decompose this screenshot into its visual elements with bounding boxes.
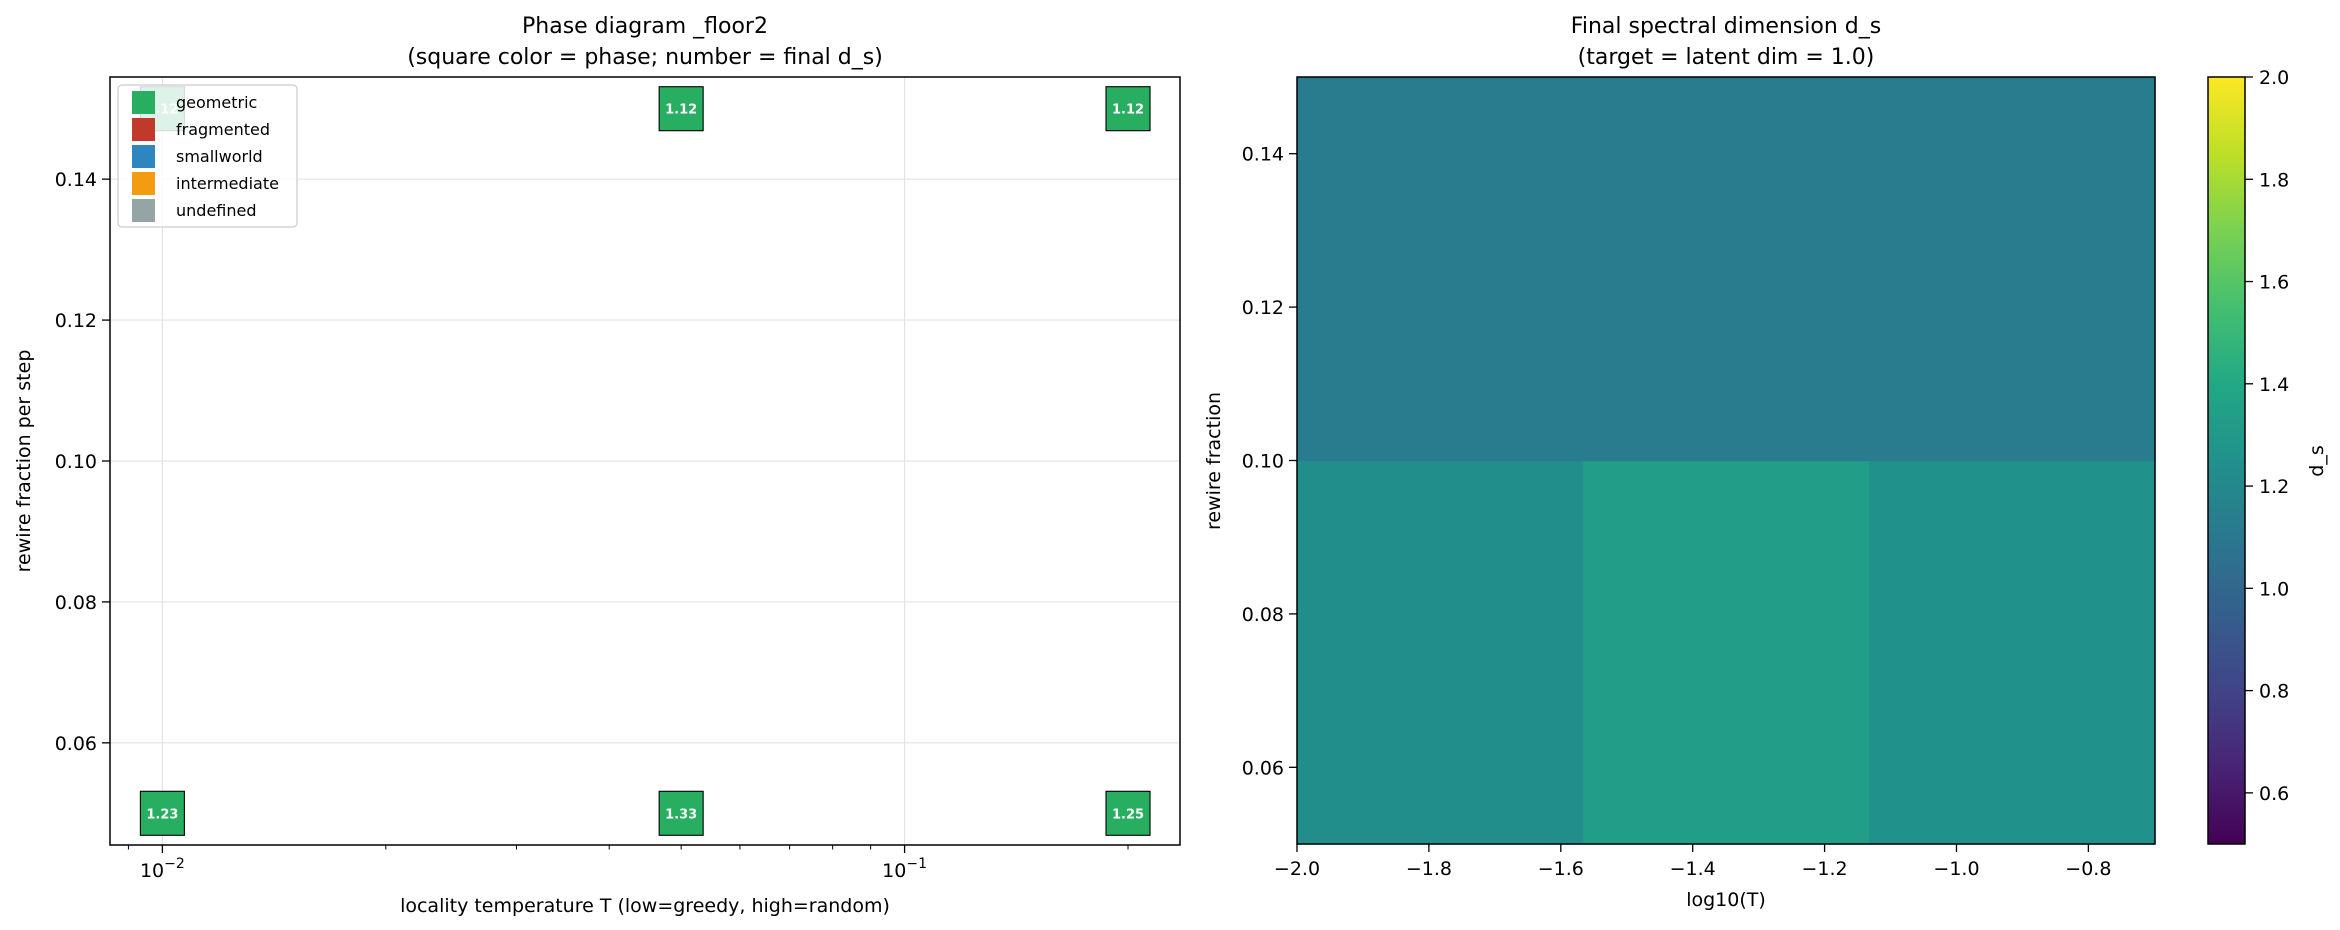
left-y-tick-label: 0.08 <box>55 592 97 614</box>
right-panel: Final spectral dimension d_s (target = l… <box>1203 14 2328 911</box>
colorbar <box>2208 77 2245 844</box>
colorbar-tick-label: 1.0 <box>2259 578 2289 600</box>
right-x-tick-label: −1.6 <box>1538 858 1584 880</box>
colorbar-tick-label: 1.2 <box>2259 476 2289 498</box>
right-y-tick-label: 0.10 <box>1242 451 1284 473</box>
right-y-tick-label: 0.08 <box>1242 604 1284 626</box>
phase-value-label: 1.23 <box>146 807 178 822</box>
colorbar-tick-label: 1.4 <box>2259 374 2289 396</box>
heatmap-cell <box>1297 460 1584 845</box>
right-y-tick-label: 0.14 <box>1242 144 1284 166</box>
left-x-tick-label: 10−1 <box>882 856 927 882</box>
heatmap-cell <box>1869 77 2156 462</box>
colorbar-tick-label: 0.6 <box>2259 783 2289 805</box>
colorbar-tick-label: 0.8 <box>2259 681 2289 703</box>
left-y-axis-label: rewire fraction per step <box>13 350 35 573</box>
left-title-line2: (square color = phase; number = final d_… <box>407 45 883 70</box>
phase-square <box>1105 790 1151 836</box>
right-title-line2: (target = latent dim = 1.0) <box>1578 45 1875 70</box>
left-y-tick-label: 0.12 <box>55 310 97 332</box>
legend-label: fragmented <box>176 120 270 139</box>
left-axis-ticks: 10−2 10−1 0.06 0.08 0.10 0.12 0.14 <box>55 169 1129 882</box>
heatmap-cell <box>1297 77 1584 462</box>
phase-square <box>139 790 185 836</box>
legend-swatch <box>132 145 155 168</box>
phase-square <box>658 86 704 132</box>
heatmap-cell <box>1583 77 1870 462</box>
phase-square <box>658 790 704 836</box>
legend-swatch <box>132 172 155 195</box>
colorbar-tick-label: 1.6 <box>2259 272 2289 294</box>
colorbar-tick-label: 1.8 <box>2259 169 2289 191</box>
right-x-tick-label: −2.0 <box>1274 858 1320 880</box>
right-y-axis-label: rewire fraction <box>1203 392 1225 530</box>
right-x-tick-label: −1.0 <box>1933 858 1979 880</box>
legend-label: intermediate <box>176 174 279 193</box>
right-title-line1: Final spectral dimension d_s <box>1571 14 1881 39</box>
right-x-tick-label: −1.8 <box>1406 858 1452 880</box>
right-x-axis-label: log10(T) <box>1686 889 1766 911</box>
colorbar-ticks: 0.6 0.8 1.0 1.2 1.4 1.6 1.8 2.0 <box>2245 67 2289 805</box>
right-x-tick-label: −1.4 <box>1670 858 1716 880</box>
right-x-tick-label: −0.8 <box>2065 858 2111 880</box>
left-y-tick-label: 0.14 <box>55 169 97 191</box>
left-y-tick-label: 0.10 <box>55 451 97 473</box>
legend-label: smallworld <box>176 147 263 166</box>
legend-swatch <box>132 199 155 222</box>
legend-swatch <box>132 118 155 141</box>
heatmap-cells <box>1297 77 2156 845</box>
left-panel: Phase diagram _floor2 (square color = ph… <box>13 14 1181 917</box>
legend-box <box>117 84 298 228</box>
right-x-tick-label: −1.2 <box>1802 858 1848 880</box>
legend-label: undefined <box>176 201 257 220</box>
left-legend: geometric fragmented smallworld intermediat… <box>117 84 298 228</box>
right-y-tick-label: 0.06 <box>1242 757 1284 779</box>
left-y-tick-label: 0.06 <box>55 733 97 755</box>
right-y-tick-label: 0.12 <box>1242 297 1284 319</box>
legend-label: geometric <box>176 93 257 112</box>
colorbar-frame <box>2207 76 2246 845</box>
phase-value-label: 1.33 <box>665 807 697 822</box>
left-axes-frame <box>109 76 1181 846</box>
phase-square <box>1105 86 1151 132</box>
colorbar-label: d_s <box>2306 445 2328 476</box>
phase-value-label: 1.12 <box>1112 103 1144 118</box>
legend-swatch <box>132 91 155 114</box>
right-axis-ticks: −2.0 −1.8 −1.6 −1.4 −1.2 −1.0 −0.8 0.06 0.08 0.10… <box>1242 144 2112 880</box>
left-x-axis-label: locality temperature T (low=greedy, high… <box>400 895 890 917</box>
left-title-line1: Phase diagram _floor2 <box>522 14 768 39</box>
colorbar-tick-label: 2.0 <box>2259 67 2289 89</box>
left-x-tick-label: 10−2 <box>140 856 185 882</box>
heatmap-cell <box>1583 460 1870 845</box>
heatmap-cell <box>1869 460 2156 845</box>
phase-value-label: 1.12 <box>665 103 697 118</box>
phase-value-label: 1.25 <box>1112 807 1144 822</box>
